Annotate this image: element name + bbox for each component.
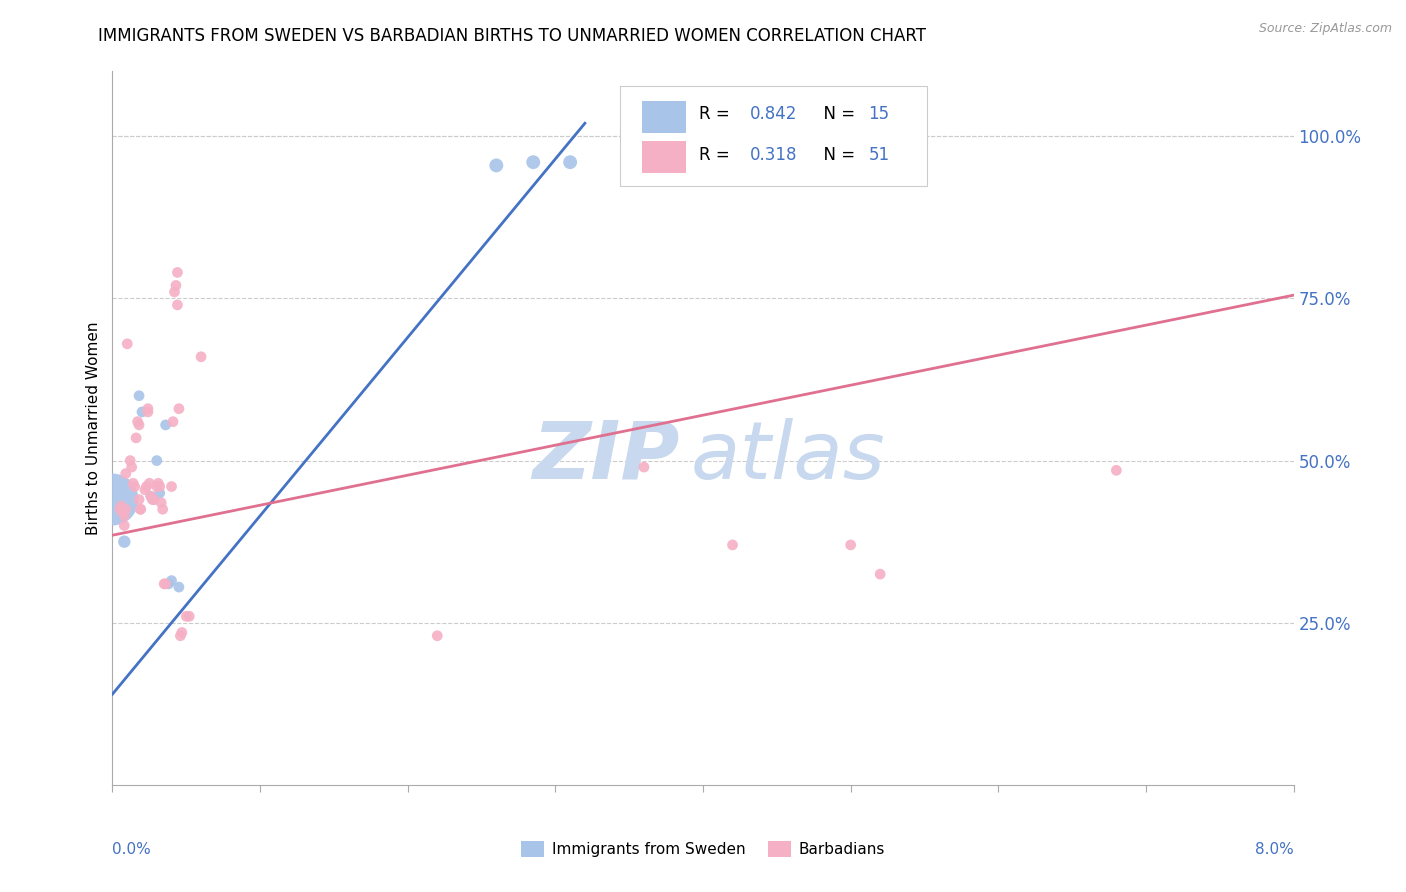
Text: 0.318: 0.318 xyxy=(751,146,797,164)
Point xyxy=(179,609,201,624)
Point xyxy=(1105,463,1128,477)
Point xyxy=(128,389,150,403)
Point xyxy=(111,506,134,520)
Point xyxy=(108,502,131,516)
Text: atlas: atlas xyxy=(692,417,886,496)
Point xyxy=(149,486,172,500)
Text: Source: ZipAtlas.com: Source: ZipAtlas.com xyxy=(1258,22,1392,36)
Point xyxy=(136,401,159,416)
FancyBboxPatch shape xyxy=(641,141,686,173)
Point xyxy=(166,298,188,312)
Legend: Immigrants from Sweden, Barbadians: Immigrants from Sweden, Barbadians xyxy=(515,835,891,863)
Y-axis label: Births to Unmarried Women: Births to Unmarried Women xyxy=(86,321,101,535)
Point xyxy=(142,492,165,507)
Text: 15: 15 xyxy=(869,105,890,123)
Point xyxy=(165,278,187,293)
Point xyxy=(110,499,132,513)
Point xyxy=(153,577,176,591)
Point xyxy=(139,489,162,503)
Point xyxy=(160,479,183,493)
Point xyxy=(839,538,862,552)
Point xyxy=(167,580,190,594)
Point xyxy=(127,415,149,429)
Point xyxy=(162,415,184,429)
Point xyxy=(128,492,150,507)
Point xyxy=(157,577,180,591)
Text: R =: R = xyxy=(699,146,735,164)
FancyBboxPatch shape xyxy=(620,86,928,186)
Point xyxy=(146,453,169,467)
Point xyxy=(114,467,136,481)
Point xyxy=(721,538,744,552)
Point xyxy=(174,609,197,624)
Point xyxy=(134,483,156,497)
Text: N =: N = xyxy=(813,105,860,123)
Point xyxy=(136,405,159,419)
Point xyxy=(167,401,190,416)
Point xyxy=(135,479,157,493)
Text: N =: N = xyxy=(813,146,860,164)
Point xyxy=(129,502,152,516)
Point xyxy=(155,577,177,591)
FancyBboxPatch shape xyxy=(641,101,686,134)
Point xyxy=(169,629,191,643)
Point xyxy=(148,476,170,491)
Point xyxy=(112,508,135,523)
Point xyxy=(170,625,193,640)
Point xyxy=(522,155,544,169)
Point xyxy=(150,496,173,510)
Point xyxy=(426,629,449,643)
Point xyxy=(149,479,172,493)
Point xyxy=(139,489,162,503)
Text: IMMIGRANTS FROM SWEDEN VS BARBADIAN BIRTHS TO UNMARRIED WOMEN CORRELATION CHART: IMMIGRANTS FROM SWEDEN VS BARBADIAN BIRT… xyxy=(98,27,927,45)
Point xyxy=(138,476,160,491)
Point xyxy=(142,492,165,507)
Point xyxy=(869,567,891,582)
Point xyxy=(166,265,188,279)
Point xyxy=(114,502,136,516)
Point xyxy=(112,518,135,533)
Text: 8.0%: 8.0% xyxy=(1254,842,1294,857)
Text: R =: R = xyxy=(699,105,735,123)
Point xyxy=(122,476,145,491)
Point xyxy=(633,460,655,475)
Point xyxy=(152,502,174,516)
Point xyxy=(163,285,186,299)
Text: ZIP: ZIP xyxy=(531,417,679,496)
Text: 0.842: 0.842 xyxy=(751,105,797,123)
Point xyxy=(120,453,142,467)
Text: 51: 51 xyxy=(869,146,890,164)
Point xyxy=(190,350,212,364)
Point xyxy=(121,460,143,475)
Point xyxy=(129,502,152,516)
Point xyxy=(146,479,169,493)
Point xyxy=(560,155,582,169)
Point xyxy=(141,492,163,507)
Text: 0.0%: 0.0% xyxy=(112,842,152,857)
Point xyxy=(124,479,146,493)
Point xyxy=(155,417,177,432)
Point xyxy=(101,492,124,507)
Point xyxy=(125,431,148,445)
Point xyxy=(485,158,508,172)
Point xyxy=(117,336,138,351)
Point xyxy=(131,405,153,419)
Point xyxy=(128,417,150,432)
Point xyxy=(112,534,135,549)
Point xyxy=(160,574,183,588)
